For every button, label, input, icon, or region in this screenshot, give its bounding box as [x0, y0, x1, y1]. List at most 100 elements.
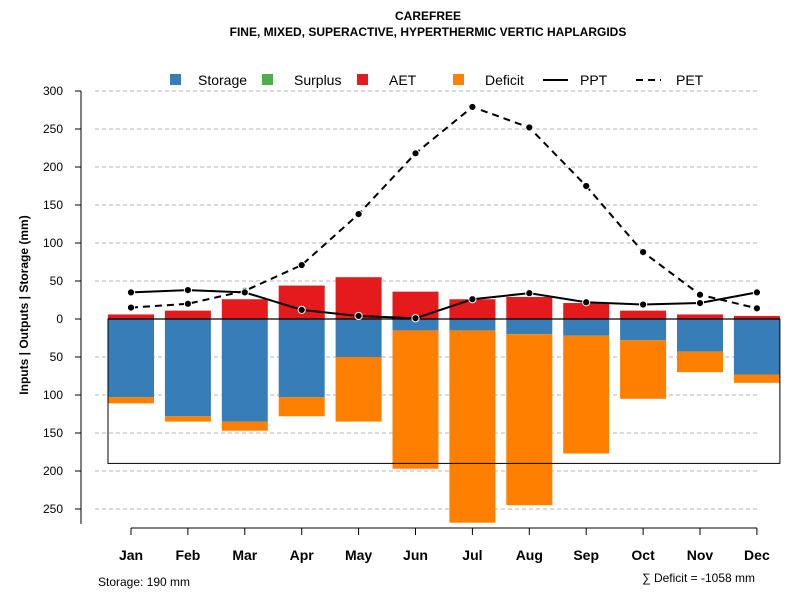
- deficit-footer: ∑ Deficit = -1058 mm: [642, 571, 755, 585]
- storage-bar: [733, 319, 780, 375]
- month-label: Jan: [119, 547, 143, 563]
- deficit-bar: [108, 397, 154, 404]
- pet-point: [752, 304, 762, 313]
- y-axis-label: Inputs | Outputs | Storage (mm): [17, 215, 31, 394]
- pet-point: [582, 181, 591, 191]
- pet-line: [130, 105, 758, 310]
- pet-point: [639, 248, 648, 257]
- storage-bar: [221, 319, 268, 422]
- ppt-point: [126, 288, 136, 297]
- month-label: Aug: [516, 547, 543, 563]
- legend-label-storage: Storage: [198, 72, 247, 88]
- month-label: Apr: [290, 547, 315, 563]
- y-tick-label: 50: [50, 274, 64, 288]
- storage-bar: [506, 319, 553, 335]
- ppt-point: [752, 288, 762, 297]
- month-label: Jun: [403, 547, 428, 563]
- bars: [107, 277, 781, 523]
- deficit-bar: [278, 397, 325, 417]
- month-label: Nov: [687, 547, 714, 563]
- aet-bar: [620, 310, 667, 319]
- month-label: Dec: [744, 547, 770, 563]
- y-tick-label: 50: [50, 350, 64, 364]
- storage-bar: [164, 319, 211, 417]
- deficit-bar: [164, 416, 211, 422]
- storage-footer: Storage: 190 mm: [98, 575, 190, 589]
- legend-swatch-aet: [357, 74, 368, 85]
- ppt-point: [582, 298, 591, 307]
- pet-point: [695, 290, 705, 299]
- legend-swatch-storage: [170, 74, 181, 85]
- y-tick-label: 250: [43, 122, 63, 136]
- storage-bar: [278, 319, 325, 398]
- legend-label-ppt: PPT: [580, 72, 608, 88]
- pet-point: [126, 303, 136, 312]
- month-label: Mar: [232, 547, 257, 563]
- pet-point: [468, 102, 477, 112]
- deficit-bar: [392, 330, 439, 469]
- ppt-point: [297, 305, 306, 314]
- chart-title: CAREFREE: [395, 9, 461, 23]
- pet-point: [411, 149, 420, 158]
- month-label: Jul: [462, 547, 482, 563]
- deficit-bar: [677, 351, 723, 373]
- month-label: Sep: [573, 547, 599, 563]
- pet-point: [354, 210, 363, 219]
- ppt-point: [639, 300, 648, 309]
- deficit-bar: [221, 421, 268, 431]
- ppt-point: [695, 298, 705, 308]
- legend-label-pet: PET: [676, 72, 704, 88]
- axes: 300 250 200 150 100 50 0 50 100 150 200 250 Jan Feb Ma…: [43, 84, 770, 563]
- ppt-point: [411, 314, 420, 323]
- pet-point: [525, 123, 534, 132]
- ppt-point: [183, 286, 192, 295]
- storage-bar: [677, 319, 723, 352]
- aet-bar: [164, 310, 211, 319]
- y-tick-label: 150: [43, 426, 63, 440]
- month-label: May: [345, 547, 372, 563]
- ppt-line: [130, 289, 758, 320]
- legend-swatch-surplus: [262, 74, 273, 85]
- y-tick-label: 250: [43, 502, 63, 516]
- series-lines: [126, 102, 762, 323]
- ppt-point: [468, 295, 477, 304]
- aet-bar: [506, 296, 553, 319]
- aet-bar: [108, 314, 154, 319]
- y-tick-label: 150: [43, 198, 63, 212]
- storage-bar: [108, 319, 154, 398]
- deficit-bar: [563, 335, 610, 454]
- storage-bar: [563, 319, 610, 336]
- pet-point: [297, 260, 306, 270]
- aet-bar: [278, 285, 325, 319]
- legend-label-deficit: Deficit: [485, 72, 524, 88]
- deficit-bar: [506, 334, 553, 506]
- aet-bar: [563, 303, 610, 319]
- y-tick-label: 0: [56, 312, 63, 326]
- aet-bar: [221, 299, 268, 319]
- storage-bar: [335, 319, 382, 357]
- deficit-bar: [335, 357, 382, 422]
- ppt-point: [354, 311, 363, 321]
- month-label: Feb: [175, 547, 200, 563]
- chart-subtitle: FINE, MIXED, SUPERACTIVE, HYPERTHERMIC V…: [230, 25, 627, 39]
- pet-point: [183, 299, 192, 308]
- aet-bar: [677, 314, 723, 319]
- month-label: Oct: [631, 547, 655, 563]
- deficit-bar: [449, 330, 496, 523]
- storage-bar: [449, 319, 496, 331]
- deficit-bar: [620, 340, 667, 399]
- storage-bar: [392, 319, 439, 331]
- deficit-bar: [733, 374, 780, 383]
- y-tick-label: 200: [43, 464, 63, 478]
- y-tick-label: 200: [43, 160, 63, 174]
- aet-bar: [449, 299, 496, 319]
- legend-label-aet: AET: [389, 72, 417, 88]
- y-tick-label: 100: [43, 388, 63, 402]
- legend-swatch-deficit: [453, 74, 464, 85]
- ppt-point: [240, 288, 249, 297]
- y-tick-label: 100: [43, 236, 63, 250]
- y-tick-label: 300: [43, 84, 63, 98]
- aet-bar: [733, 315, 780, 319]
- ppt-point: [525, 289, 534, 298]
